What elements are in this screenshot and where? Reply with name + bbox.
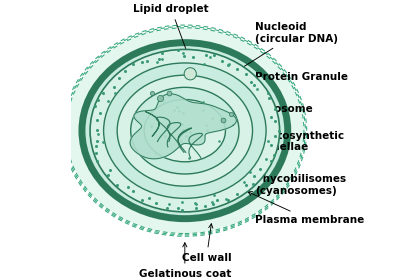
Text: Gelatinous coat: Gelatinous coat xyxy=(139,243,231,279)
Text: Cell wall: Cell wall xyxy=(182,224,231,263)
Ellipse shape xyxy=(117,75,252,186)
Ellipse shape xyxy=(66,28,304,234)
Text: Protein Granule: Protein Granule xyxy=(216,71,348,94)
Text: Ribosome: Ribosome xyxy=(237,104,313,114)
Polygon shape xyxy=(130,94,236,159)
Text: Phycobilisomes
(cyanosomes): Phycobilisomes (cyanosomes) xyxy=(248,164,347,196)
Text: Nucleoid
(circular DNA): Nucleoid (circular DNA) xyxy=(231,22,338,74)
Ellipse shape xyxy=(82,43,288,219)
Ellipse shape xyxy=(184,68,196,80)
Ellipse shape xyxy=(144,99,225,162)
Text: Photosynthetic
Lamellae: Photosynthetic Lamellae xyxy=(243,130,344,152)
Ellipse shape xyxy=(90,50,280,212)
Text: Lipid droplet: Lipid droplet xyxy=(133,4,209,65)
Text: Plasma membrane: Plasma membrane xyxy=(248,192,365,225)
Ellipse shape xyxy=(131,87,239,174)
Ellipse shape xyxy=(104,63,266,198)
